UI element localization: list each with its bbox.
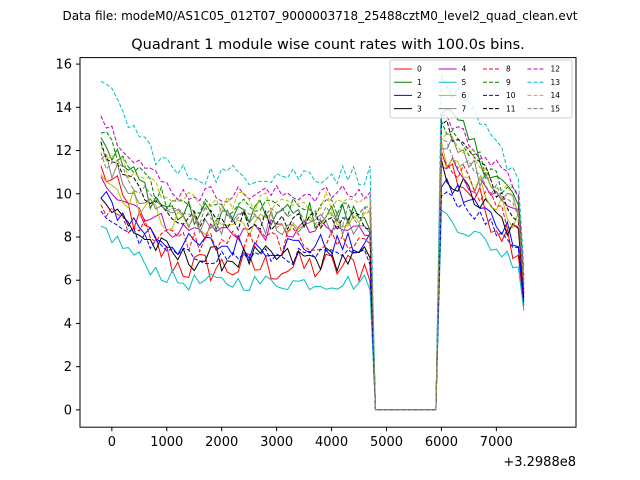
y-tick-label: 16 <box>55 58 72 73</box>
legend-label-3: 3 <box>417 104 422 113</box>
y-tick-label: 8 <box>64 230 72 245</box>
x-offset-label: +3.2988e8 <box>503 455 576 470</box>
series-line-10 <box>100 191 525 411</box>
suptitle: Data file: modeM0/AS1C05_012T07_90000037… <box>62 9 577 23</box>
x-tick-label: 2000 <box>205 435 238 450</box>
series-line-8 <box>100 157 525 411</box>
legend-label-13: 13 <box>551 78 561 87</box>
legend-label-11: 11 <box>506 104 516 113</box>
y-tick-label: 0 <box>64 403 72 418</box>
series-line-6 <box>100 140 525 411</box>
x-tick-label: 6000 <box>425 435 458 450</box>
legend-label-6: 6 <box>462 91 467 100</box>
y-tick-label: 6 <box>64 274 72 289</box>
x-tick-label: 0 <box>108 435 116 450</box>
y-tick-label: 2 <box>64 360 72 375</box>
legend-label-9: 9 <box>506 78 511 87</box>
axis-ticks: 0 1000 2000 3000 4000 5000 6000 700002468101214… <box>55 58 512 451</box>
x-tick-label: 7000 <box>480 435 513 450</box>
legend-label-7: 7 <box>462 104 467 113</box>
y-tick-label: 4 <box>64 317 72 332</box>
series-line-0 <box>100 151 525 411</box>
legend-label-12: 12 <box>551 65 561 74</box>
legend-label-0: 0 <box>417 65 422 74</box>
y-tick-label: 12 <box>55 144 72 159</box>
legend-label-2: 2 <box>417 91 422 100</box>
series-line-5 <box>100 209 525 411</box>
x-tick-label: 3000 <box>260 435 293 450</box>
x-tick-label: 5000 <box>370 435 403 450</box>
legend-box <box>389 59 573 119</box>
legend-label-15: 15 <box>551 104 561 113</box>
plot-area <box>100 74 525 411</box>
legend-label-4: 4 <box>462 65 467 74</box>
legend-label-10: 10 <box>506 91 516 100</box>
y-tick-label: 14 <box>55 101 72 116</box>
y-tick-label: 10 <box>55 187 72 202</box>
series-line-14 <box>100 131 525 411</box>
x-tick-label: 1000 <box>150 435 183 450</box>
chart-title: Quadrant 1 module wise count rates with … <box>131 37 525 53</box>
legend-label-5: 5 <box>462 78 467 87</box>
series-line-3 <box>100 159 525 411</box>
series-line-12 <box>100 114 525 411</box>
axes-frame <box>79 57 577 428</box>
legend-label-14: 14 <box>551 91 561 100</box>
legend-label-1: 1 <box>417 78 422 87</box>
series-line-11 <box>100 119 525 411</box>
legend-label-8: 8 <box>506 65 511 74</box>
series-line-15 <box>100 138 525 411</box>
x-tick-label: 4000 <box>315 435 348 450</box>
